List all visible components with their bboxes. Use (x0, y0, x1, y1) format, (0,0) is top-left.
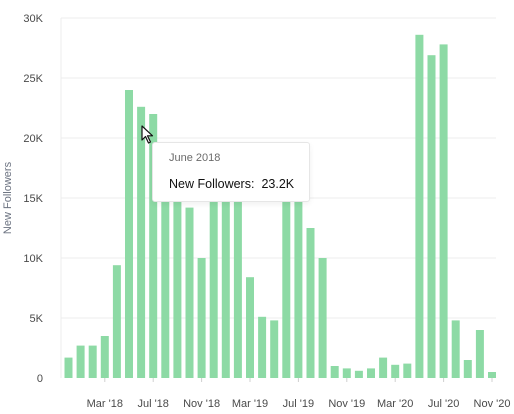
bar[interactable] (306, 228, 315, 378)
y-tick-label: 10K (23, 253, 43, 265)
bar[interactable] (427, 55, 436, 378)
bar[interactable] (197, 258, 206, 378)
x-tick-label: Jul '18 (137, 398, 168, 410)
bar[interactable] (64, 357, 73, 378)
x-tick-label: Mar '18 (87, 398, 123, 410)
x-tick-label: Mar '19 (232, 398, 268, 410)
bar[interactable] (282, 198, 291, 378)
x-axis-ticks: Mar '18 Jul '18 Nov '18 Mar '19 Jul '19 Nov '… (87, 378, 511, 410)
y-tick-label: 0 (37, 373, 43, 385)
bar[interactable] (233, 198, 242, 378)
bar[interactable] (379, 357, 388, 378)
bar[interactable] (391, 364, 400, 378)
bar[interactable] (88, 345, 97, 378)
y-tick-label: 30K (23, 13, 43, 25)
bar[interactable] (270, 320, 279, 378)
bar[interactable] (367, 368, 375, 378)
x-tick-label: Mar '20 (377, 398, 413, 410)
y-tick-label: 15K (23, 193, 43, 205)
bar[interactable] (415, 34, 424, 379)
y-tick-label: 20K (23, 133, 43, 145)
bar[interactable] (125, 90, 133, 378)
x-tick-label: Jul '20 (428, 398, 459, 410)
x-tick-label: Nov '20 (474, 398, 511, 410)
x-tick-label: Jul '19 (283, 398, 314, 410)
bar[interactable] (354, 370, 363, 378)
bar[interactable] (330, 366, 339, 378)
bar[interactable] (294, 178, 303, 378)
y-tick-label: 25K (23, 73, 43, 85)
y-axis-ticks: 0 5K 10K 15K 20K 25K 30K (23, 13, 43, 385)
chart-tooltip: June 2018 New Followers: 23.2K (152, 142, 310, 202)
tooltip-row: New Followers: 23.2K (169, 177, 309, 191)
bar[interactable] (185, 207, 194, 378)
bar[interactable] (463, 360, 472, 378)
bar[interactable] (173, 198, 182, 378)
tooltip-month: June 2018 (169, 152, 221, 164)
bar[interactable] (475, 330, 484, 378)
bar[interactable] (221, 198, 230, 378)
bar[interactable] (439, 44, 448, 379)
bar[interactable] (209, 198, 218, 378)
bar[interactable] (403, 363, 412, 378)
bar[interactable] (342, 368, 351, 378)
bar[interactable] (258, 316, 267, 378)
x-tick-label: Nov '18 (183, 398, 220, 410)
bar[interactable] (76, 345, 85, 378)
bar[interactable] (318, 258, 327, 378)
tooltip-series-label: New Followers: (169, 177, 255, 191)
bar[interactable] (149, 114, 158, 378)
bar[interactable] (161, 198, 170, 378)
bar[interactable] (112, 265, 121, 378)
bar[interactable] (451, 320, 460, 378)
bar[interactable] (246, 277, 254, 378)
bar[interactable] (488, 372, 496, 378)
mouse-cursor-icon (141, 125, 154, 144)
bar[interactable] (137, 106, 146, 379)
bars (64, 34, 496, 379)
tooltip-value: 23.2K (261, 177, 295, 191)
x-tick-label: Nov '19 (328, 398, 365, 410)
bar[interactable] (100, 336, 109, 378)
y-tick-label: 5K (30, 313, 44, 325)
y-axis-label: New Followers (2, 161, 14, 234)
